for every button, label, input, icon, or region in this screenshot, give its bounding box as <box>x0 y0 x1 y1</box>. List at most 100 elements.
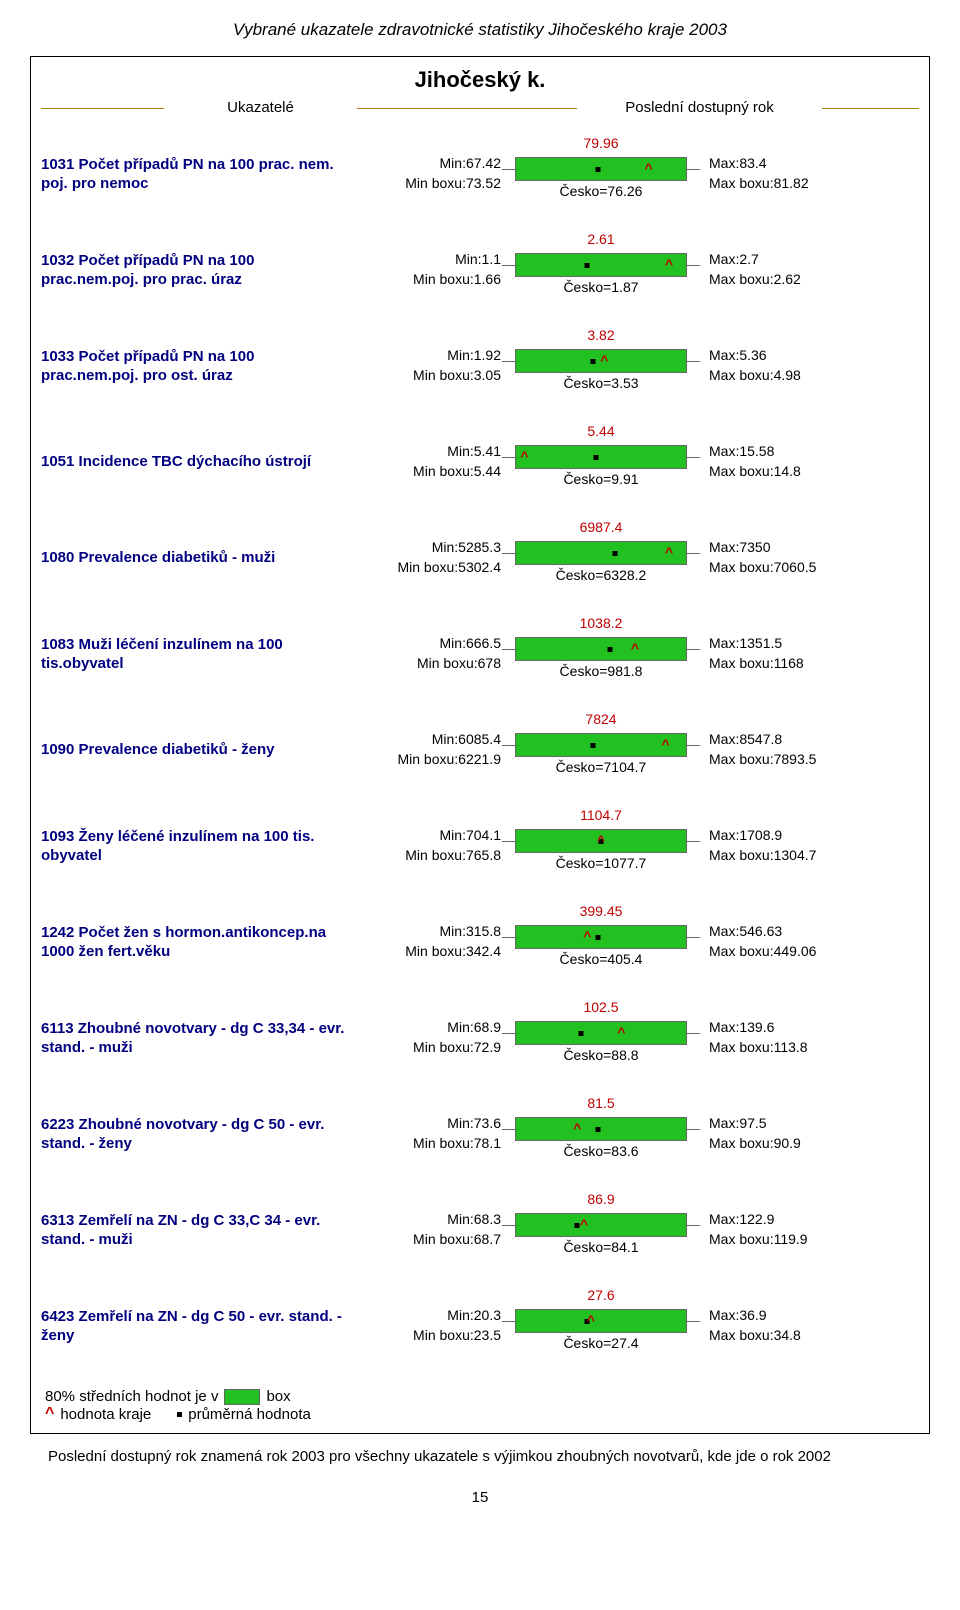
max-value: Max:139.6 <box>709 1018 869 1038</box>
min-value: Min:67.42 <box>361 154 501 174</box>
caret-mark: ^ <box>665 546 673 558</box>
stats-right: Max:2.7Max boxu:2.62 <box>701 250 869 289</box>
top-value: 3.82 <box>587 327 614 343</box>
indicator-label: 1051 Incidence TBC dýchacího ústrojí <box>41 452 361 472</box>
dot-mark <box>612 551 617 556</box>
stats-right: Max:8547.8Max boxu:7893.5 <box>701 730 869 769</box>
maxbox-value: Max boxu:34.8 <box>709 1326 869 1346</box>
header-row: Ukazatelé Poslední dostupný rok <box>31 99 929 122</box>
top-value: 81.5 <box>587 1095 614 1111</box>
box-bar: ^ <box>515 733 687 757</box>
cesko-label: Česko=27.4 <box>563 1335 638 1351</box>
max-value: Max:83.4 <box>709 154 869 174</box>
indicator-row: 6223 Zhoubné novotvary - dg C 50 - evr. … <box>41 1086 919 1182</box>
legend-box-icon <box>224 1389 260 1405</box>
stats-right: Max:83.4Max boxu:81.82 <box>701 154 869 193</box>
caret-mark: ^ <box>617 1026 625 1038</box>
box-bar: ^ <box>515 349 687 373</box>
dot-mark <box>595 1127 600 1132</box>
minbox-value: Min boxu:72.9 <box>361 1038 501 1058</box>
indicator-row: 1080 Prevalence diabetiků - mužiMin:5285… <box>41 510 919 606</box>
stats-right: Max:97.5Max boxu:90.9 <box>701 1114 869 1153</box>
stats-right: Max:1708.9Max boxu:1304.7 <box>701 826 869 865</box>
top-value: 1104.7 <box>580 807 622 823</box>
caret-mark: ^ <box>600 354 608 366</box>
box-plot: 79.96^Česko=76.26 <box>501 135 701 213</box>
maxbox-value: Max boxu:2.62 <box>709 270 869 290</box>
stats-right: Max:1351.5Max boxu:1168 <box>701 634 869 673</box>
box-bar: ^ <box>515 1021 687 1045</box>
legend: 80% středních hodnot je v box ^ hodnota … <box>31 1382 929 1433</box>
minbox-value: Min boxu:3.05 <box>361 366 501 386</box>
header-right: Poslední dostupný rok <box>480 99 919 116</box>
box-bar: ^ <box>515 445 687 469</box>
min-value: Min:68.9 <box>361 1018 501 1038</box>
top-value: 86.9 <box>587 1191 614 1207</box>
stats-right: Max:7350Max boxu:7060.5 <box>701 538 869 577</box>
indicator-label: 1242 Počet žen s hormon.antikoncep.na 10… <box>41 923 361 962</box>
stats-right: Max:122.9Max boxu:119.9 <box>701 1210 869 1249</box>
stats-left: Min:73.6Min boxu:78.1 <box>361 1114 501 1153</box>
indicator-label: 1031 Počet případů PN na 100 prac. nem. … <box>41 155 361 194</box>
box-plot: 3.82^Česko=3.53 <box>501 327 701 405</box>
minbox-value: Min boxu:23.5 <box>361 1326 501 1346</box>
stats-right: Max:36.9Max boxu:34.8 <box>701 1306 869 1345</box>
minbox-value: Min boxu:1.66 <box>361 270 501 290</box>
page-title: Vybrané ukazatele zdravotnické statistik… <box>20 20 940 40</box>
top-value: 1038.2 <box>580 615 623 631</box>
cesko-label: Česko=7104.7 <box>556 759 647 775</box>
stats-left: Min:1.1Min boxu:1.66 <box>361 250 501 289</box>
maxbox-value: Max boxu:7060.5 <box>709 558 869 578</box>
top-value: 2.61 <box>587 231 614 247</box>
dot-mark <box>590 743 595 748</box>
min-value: Min:68.3 <box>361 1210 501 1230</box>
top-value: 27.6 <box>587 1287 614 1303</box>
stats-right: Max:5.36Max boxu:4.98 <box>701 346 869 385</box>
caret-mark: ^ <box>597 834 605 846</box>
box-bar: ^ <box>515 1117 687 1141</box>
cesko-label: Česko=83.6 <box>563 1143 638 1159</box>
box-plot: 86.9 ^ Česko=84.1 <box>501 1191 701 1269</box>
min-value: Min:666.5 <box>361 634 501 654</box>
dot-mark <box>607 647 612 652</box>
stats-left: Min:1.92Min boxu:3.05 <box>361 346 501 385</box>
indicator-row: 1031 Počet případů PN na 100 prac. nem. … <box>41 126 919 222</box>
legend-text-post: box <box>266 1388 290 1405</box>
maxbox-value: Max boxu:1304.7 <box>709 846 869 866</box>
maxbox-value: Max boxu:14.8 <box>709 462 869 482</box>
min-value: Min:315.8 <box>361 922 501 942</box>
indicator-row: 6313 Zemřelí na ZN - dg C 33,C 34 - evr.… <box>41 1182 919 1278</box>
cesko-label: Česko=6328.2 <box>556 567 647 583</box>
min-value: Min:5.41 <box>361 442 501 462</box>
dot-mark <box>595 935 600 940</box>
dot-mark <box>593 455 598 460</box>
box-plot: 102.5^Česko=88.8 <box>501 999 701 1077</box>
stats-left: Min:5285.3Min boxu:5302.4 <box>361 538 501 577</box>
indicator-label: 6423 Zemřelí na ZN - dg C 50 - evr. stan… <box>41 1307 361 1346</box>
maxbox-value: Max boxu:7893.5 <box>709 750 869 770</box>
cesko-label: Česko=76.26 <box>560 183 643 199</box>
indicator-row: 6113 Zhoubné novotvary - dg C 33,34 - ev… <box>41 990 919 1086</box>
max-value: Max:1708.9 <box>709 826 869 846</box>
dot-mark <box>585 263 590 268</box>
cesko-label: Česko=84.1 <box>563 1239 638 1255</box>
max-value: Max:5.36 <box>709 346 869 366</box>
box-plot: 1038.2^Česko=981.8 <box>501 615 701 693</box>
stats-right: Max:15.58Max boxu:14.8 <box>701 442 869 481</box>
max-value: Max:36.9 <box>709 1306 869 1326</box>
caret-mark: ^ <box>662 738 670 750</box>
box-bar: ^ <box>515 541 687 565</box>
min-value: Min:73.6 <box>361 1114 501 1134</box>
maxbox-value: Max boxu:81.82 <box>709 174 869 194</box>
box-bar: ^ <box>515 157 687 181</box>
header-left-label: Ukazatelé <box>217 99 304 116</box>
stats-left: Min:666.5Min boxu:678 <box>361 634 501 673</box>
max-value: Max:2.7 <box>709 250 869 270</box>
stats-left: Min:5.41Min boxu:5.44 <box>361 442 501 481</box>
dot-mark <box>595 167 600 172</box>
indicator-label: 1093 Ženy léčené inzulínem na 100 tis. o… <box>41 827 361 866</box>
box-bar: ^ <box>515 1213 687 1237</box>
cesko-label: Česko=405.4 <box>560 951 643 967</box>
region-title: Jihočeský k. <box>31 57 929 99</box>
max-value: Max:15.58 <box>709 442 869 462</box>
